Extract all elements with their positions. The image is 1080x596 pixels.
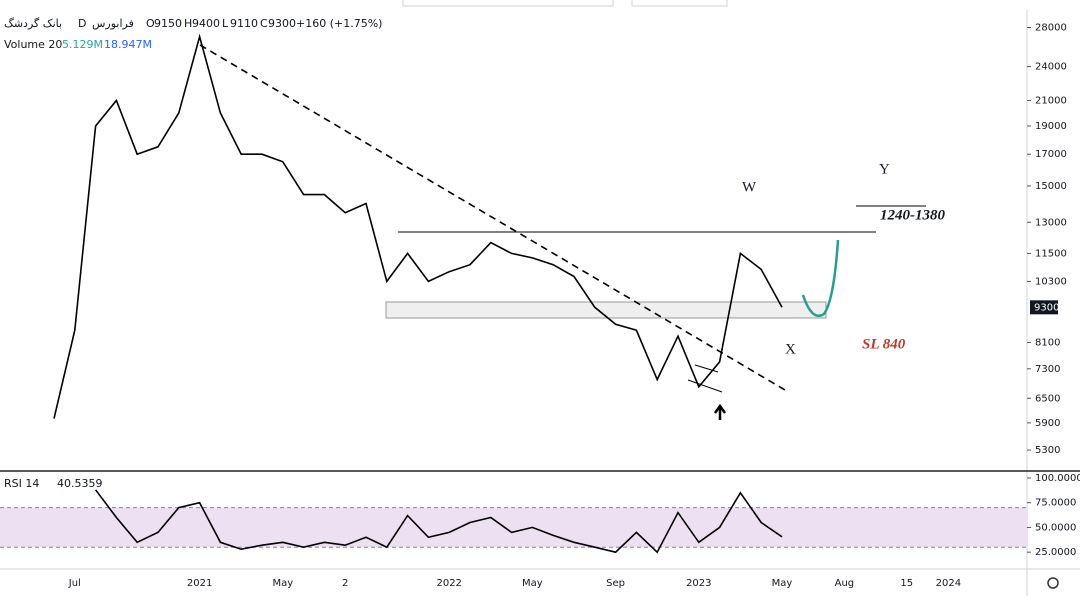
channel-line	[694, 364, 719, 373]
change: +160 (+1.75%)	[296, 17, 382, 30]
x-tick-label: 2024	[936, 578, 961, 589]
y-tick-label: 28000	[1035, 23, 1067, 34]
y-tick-label: 6500	[1035, 393, 1060, 404]
annotation: X	[785, 341, 796, 357]
annotation: Y	[879, 161, 890, 177]
ohlc-value: 9400	[192, 17, 220, 30]
ohlc-value: 9150	[154, 17, 182, 30]
toolbar-box[interactable]	[631, 0, 728, 7]
y-tick-label: 5300	[1035, 445, 1060, 456]
rsi-band	[0, 507, 1027, 548]
interval: D	[78, 17, 86, 30]
ohlc-label: O	[146, 17, 155, 30]
ohlc-value: 9110	[230, 17, 258, 30]
annotation: W	[742, 179, 757, 195]
rsi-line	[94, 489, 783, 554]
symbol: بانک گردشگ	[4, 17, 62, 30]
rsi-title: RSI 14	[4, 477, 39, 490]
x-tick-label: 2	[342, 578, 348, 589]
settings-icon[interactable]	[1047, 577, 1059, 589]
ohlc-value: 9300	[268, 17, 296, 30]
x-tick-label: May	[272, 578, 293, 589]
y-tick-label: 5900	[1035, 418, 1060, 429]
x-tick-label: 2022	[436, 578, 461, 589]
y-tick-label: 15000	[1035, 181, 1067, 192]
exchange: فرابورس	[92, 17, 134, 30]
x-tick-label: 2023	[686, 578, 711, 589]
x-tick-label: Sep	[606, 578, 625, 589]
y-tick-label: 10300	[1035, 276, 1067, 287]
volume-value: 5.129M	[62, 38, 103, 51]
last-price-label: 9300	[1034, 302, 1059, 313]
x-tick-label: 15	[900, 578, 913, 589]
y-tick-label: 17000	[1035, 149, 1067, 160]
x-tick-label: 2021	[187, 578, 212, 589]
y-tick-label: 8100	[1035, 337, 1060, 348]
y-tick-label: 75.0000	[1035, 498, 1076, 509]
y-tick-label: 19000	[1035, 121, 1067, 132]
annotation: SL 840	[862, 336, 906, 352]
volume-title: Volume 20	[4, 38, 62, 51]
y-tick-label: 7300	[1035, 364, 1060, 375]
rsi-last: 40.5359	[57, 477, 103, 490]
trendline	[199, 44, 786, 391]
y-tick-label: 100.0000	[1035, 473, 1080, 484]
y-tick-label: 50.0000	[1035, 522, 1076, 533]
channel-line	[687, 379, 723, 393]
volume-ma: 18.947M	[104, 38, 152, 51]
x-tick-label: Aug	[835, 578, 855, 589]
x-tick-label: May	[522, 578, 543, 589]
projection-curve	[801, 239, 840, 318]
ohlc-label: L	[222, 17, 229, 30]
y-tick-label: 25.0000	[1035, 547, 1076, 558]
ohlc-label: C	[260, 17, 268, 30]
x-tick-label: May	[772, 578, 793, 589]
price-line	[53, 33, 783, 419]
x-tick-label: Jul	[68, 578, 81, 589]
ohlc: O 9150 H 9400 L 9110 C 9300	[146, 17, 296, 30]
ohlc-label: H	[184, 17, 192, 30]
y-tick-label: 24000	[1035, 62, 1067, 73]
arrow-up	[713, 403, 727, 420]
rsi-band-layer	[0, 507, 1027, 548]
y-tick-label: 21000	[1035, 96, 1067, 107]
toolbar-box[interactable]	[402, 0, 614, 7]
last-price-box	[1030, 300, 1058, 315]
y-tick-label: 13000	[1035, 217, 1067, 228]
annotation: 1240-1380	[880, 207, 945, 223]
y-tick-label: 11500	[1035, 248, 1067, 259]
